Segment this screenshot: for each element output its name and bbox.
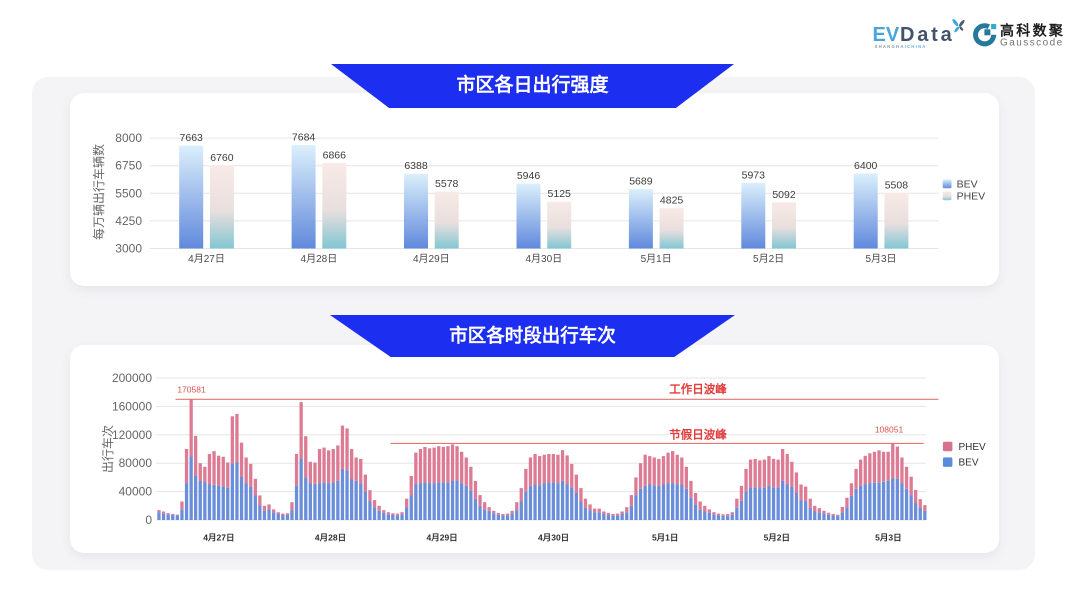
svg-text:8000: 8000	[115, 131, 142, 145]
svg-text:5月3日: 5月3日	[875, 533, 901, 543]
svg-text:5月2日: 5月2日	[764, 533, 790, 543]
svg-text:每万辆出行车辆数: 每万辆出行车辆数	[91, 144, 106, 240]
svg-text:6388: 6388	[404, 160, 428, 172]
svg-text:PHEV: PHEV	[957, 190, 986, 202]
svg-text:5500: 5500	[115, 186, 142, 200]
svg-text:7663: 7663	[180, 132, 204, 144]
svg-text:5125: 5125	[548, 188, 572, 200]
svg-text:4月27日: 4月27日	[188, 253, 225, 265]
svg-text:3000: 3000	[115, 242, 142, 256]
svg-text:4月27日: 4月27日	[203, 533, 234, 543]
svg-text:4月30日: 4月30日	[538, 533, 569, 543]
svg-text:4月30日: 4月30日	[525, 253, 562, 265]
svg-text:5689: 5689	[629, 176, 653, 188]
svg-text:SHANGHAI: SHANGHAI	[875, 44, 908, 49]
svg-text:Data: Data	[900, 24, 955, 46]
svg-text:5092: 5092	[772, 189, 796, 201]
svg-text:Gausscode: Gausscode	[1000, 38, 1064, 49]
svg-text:5月1日: 5月1日	[641, 253, 672, 265]
svg-text:5946: 5946	[517, 170, 541, 182]
svg-text:4月28日: 4月28日	[301, 253, 338, 265]
svg-text:4月29日: 4月29日	[413, 253, 450, 265]
svg-text:4250: 4250	[115, 214, 142, 228]
svg-text:108051: 108051	[875, 425, 904, 435]
svg-text:80000: 80000	[119, 456, 153, 470]
svg-text:5月2日: 5月2日	[753, 253, 784, 265]
svg-text:出行车次: 出行车次	[100, 425, 115, 473]
svg-text:7684: 7684	[292, 132, 316, 144]
svg-text:5973: 5973	[742, 169, 766, 181]
svg-text:4月29日: 4月29日	[427, 533, 458, 543]
svg-text:160000: 160000	[112, 399, 152, 413]
svg-text:5月3日: 5月3日	[865, 253, 896, 265]
svg-text:0: 0	[145, 513, 152, 527]
svg-text:工作日波峰: 工作日波峰	[669, 382, 727, 396]
svg-text:5578: 5578	[435, 178, 459, 190]
svg-text:170581: 170581	[177, 385, 206, 395]
svg-text:PHEV: PHEV	[959, 442, 987, 453]
svg-text:高科数聚: 高科数聚	[1000, 23, 1065, 39]
svg-text:4月28日: 4月28日	[315, 533, 346, 543]
svg-text:200000: 200000	[112, 371, 152, 385]
svg-text:6866: 6866	[323, 150, 347, 162]
svg-text:节假日波峰: 节假日波峰	[669, 428, 727, 442]
svg-text:5月1日: 5月1日	[652, 533, 678, 543]
svg-text:BEV: BEV	[957, 178, 978, 190]
svg-text:120000: 120000	[112, 428, 152, 442]
svg-text:6760: 6760	[210, 152, 234, 164]
svg-text:5508: 5508	[885, 180, 909, 192]
svg-text:6750: 6750	[115, 159, 142, 173]
svg-text:EV: EV	[873, 24, 900, 46]
svg-text:40000: 40000	[119, 485, 153, 499]
svg-text:BEV: BEV	[959, 458, 979, 469]
svg-text:CHINA: CHINA	[907, 44, 927, 49]
svg-text:4825: 4825	[660, 195, 684, 207]
svg-text:6400: 6400	[854, 160, 878, 172]
